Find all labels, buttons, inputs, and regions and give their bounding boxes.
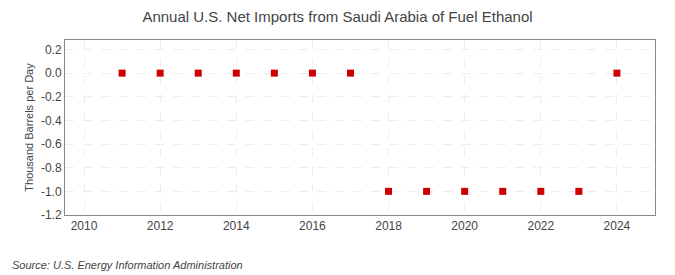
svg-text:2020: 2020 [451,219,478,233]
svg-text:-0.4: -0.4 [41,114,62,128]
svg-text:-0.6: -0.6 [41,137,62,151]
svg-text:-1.0: -1.0 [41,185,62,199]
svg-text:2014: 2014 [223,219,250,233]
svg-text:0.0: 0.0 [45,66,62,80]
svg-text:-1.2: -1.2 [41,208,62,222]
svg-text:2022: 2022 [527,219,554,233]
svg-text:2016: 2016 [299,219,326,233]
svg-text:2010: 2010 [71,219,98,233]
svg-text:-0.2: -0.2 [41,90,62,104]
svg-text:0.2: 0.2 [45,43,62,57]
svg-text:2024: 2024 [604,219,631,233]
svg-text:Annual U.S. Net Imports from S: Annual U.S. Net Imports from Saudi Arabi… [142,8,532,25]
svg-text:-0.8: -0.8 [41,161,62,175]
svg-text:2018: 2018 [375,219,402,233]
svg-text:Source: U.S. Energy Informatio: Source: U.S. Energy Information Administ… [12,259,243,271]
svg-text:2012: 2012 [147,219,174,233]
svg-text:Thousand Barrels per Day: Thousand Barrels per Day [23,63,35,192]
